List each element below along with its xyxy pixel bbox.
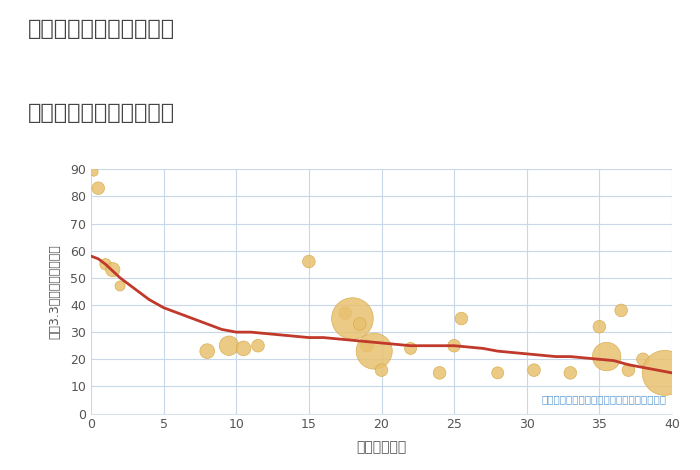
Point: [369, 347, 380, 355]
Point: [492, 369, 503, 376]
Point: [405, 345, 416, 352]
Point: [601, 353, 612, 360]
Point: [88, 168, 99, 176]
Point: [107, 266, 118, 274]
Point: [615, 306, 626, 314]
Point: [114, 282, 126, 290]
Point: [456, 315, 467, 322]
Text: 三重県松阪市飯高町森の: 三重県松阪市飯高町森の: [28, 19, 175, 39]
Point: [638, 355, 649, 363]
Text: 円の大きさは、取引のあった物件面積を示す: 円の大きさは、取引のあった物件面積を示す: [541, 394, 666, 404]
Y-axis label: 坪（3.3㎡）単価（万円）: 坪（3.3㎡）単価（万円）: [49, 244, 62, 339]
Point: [253, 342, 264, 350]
Point: [565, 369, 576, 376]
Point: [100, 260, 111, 268]
Point: [449, 342, 460, 350]
Point: [202, 347, 213, 355]
Point: [303, 258, 314, 265]
Point: [346, 315, 358, 322]
Point: [238, 345, 249, 352]
Point: [594, 323, 605, 330]
Point: [92, 184, 104, 192]
Point: [376, 367, 387, 374]
Point: [434, 369, 445, 376]
Point: [361, 342, 372, 350]
Point: [340, 309, 351, 317]
Point: [223, 342, 235, 350]
X-axis label: 築年数（年）: 築年数（年）: [356, 440, 407, 454]
Point: [623, 367, 634, 374]
Point: [659, 369, 671, 376]
Point: [354, 320, 365, 328]
Point: [528, 367, 540, 374]
Text: 築年数別中古戸建て価格: 築年数別中古戸建て価格: [28, 103, 175, 124]
